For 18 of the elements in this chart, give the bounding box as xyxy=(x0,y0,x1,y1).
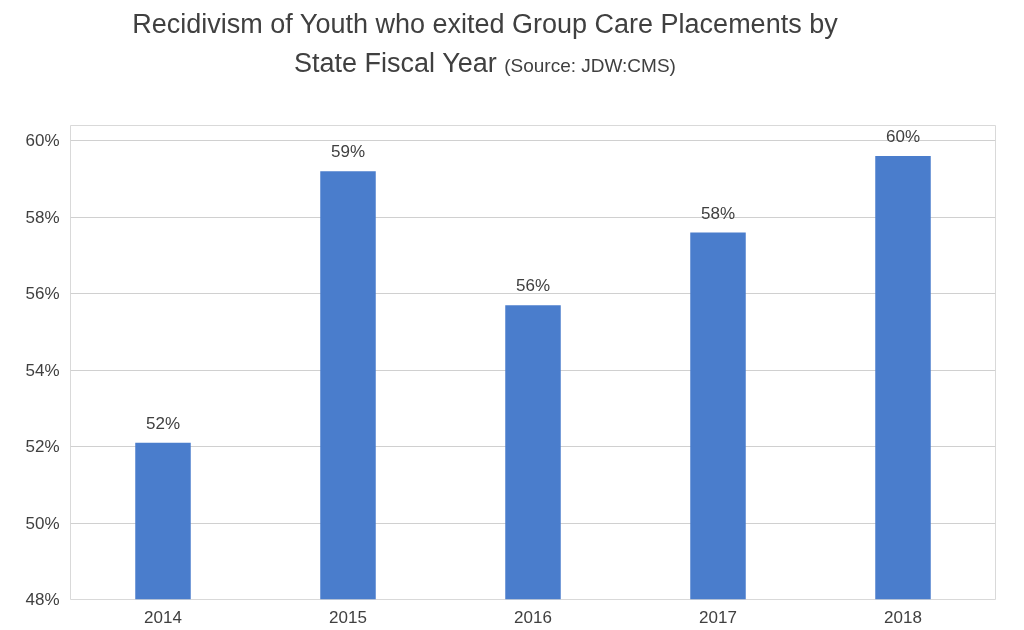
text: (Source: JDW:CMS) xyxy=(504,55,676,77)
data-label: 52% xyxy=(145,413,181,433)
y-tick-label: 50% xyxy=(25,513,60,533)
y-tick-label: 58% xyxy=(25,207,60,227)
y-tick-label: 54% xyxy=(25,360,60,380)
y-tick-label: 52% xyxy=(25,437,60,457)
y-tick-label: 56% xyxy=(25,284,60,304)
x-tick-label: 2016 xyxy=(514,607,552,627)
x-tick-label: 2018 xyxy=(884,607,922,627)
x-tick-label: 2017 xyxy=(699,607,737,627)
data-label: 59% xyxy=(330,142,366,162)
y-tick-label: 60% xyxy=(25,131,60,151)
data-label: 60% xyxy=(885,127,921,147)
x-tick-label: 2015 xyxy=(329,607,367,627)
x-tick-label: 2014 xyxy=(144,607,182,627)
data-label: 56% xyxy=(515,276,551,296)
y-tick-label: 48% xyxy=(25,590,60,609)
data-label: 58% xyxy=(700,203,736,223)
